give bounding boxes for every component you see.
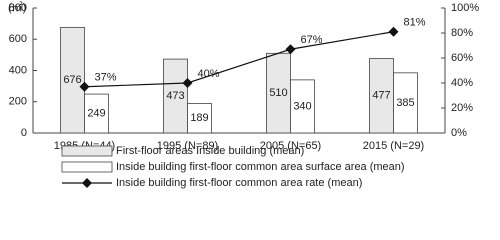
y2-tick-label: 0%: [451, 127, 467, 139]
line: [84, 31, 394, 88]
legend-label: Inside building first-floor common area …: [116, 177, 362, 189]
x-tick-label: 2015 (N=29): [363, 140, 424, 152]
bar: [187, 103, 212, 134]
legend-label: Inside building first-floor common area …: [116, 161, 405, 173]
y-tick-label: 600: [9, 33, 27, 45]
bar: [266, 52, 291, 134]
legend-swatch: [61, 161, 113, 173]
line-value-label: 81%: [404, 17, 426, 29]
chart: (㎡) 02004006008000%20%40%60%80%100%1985 …: [8, 1, 479, 189]
bar-value-label: 385: [396, 97, 414, 109]
bar-value-label: 189: [190, 112, 208, 124]
y2-tick-label: 80%: [451, 27, 473, 39]
bar-value-label: 249: [87, 107, 105, 119]
unit-label: (㎡): [8, 1, 26, 14]
x-tick-label: 2005 (N=65): [260, 140, 321, 152]
line-value-label: 40%: [198, 68, 220, 80]
legend-label: First-floor areas Inside building (mean): [116, 145, 304, 157]
bar: [60, 26, 85, 134]
bar-value-label: 477: [372, 90, 390, 102]
y-tick-label: 400: [9, 64, 27, 76]
y2-tick-label: 60%: [451, 52, 473, 64]
line-value-label: 67%: [301, 34, 323, 46]
legend-marker: [82, 178, 92, 188]
line-value-label: 37%: [95, 72, 117, 84]
y-tick-label: 200: [9, 96, 27, 108]
bar: [290, 79, 315, 134]
legend-swatch: [61, 145, 113, 157]
x-tick-label: 1995 (N=89): [157, 140, 218, 152]
bar-value-label: 676: [63, 74, 81, 86]
bar-value-label: 340: [293, 100, 311, 112]
y2-tick-label: 100%: [451, 2, 479, 14]
bar: [369, 58, 394, 134]
y2-tick-label: 20%: [451, 102, 473, 114]
line-marker: [79, 81, 90, 92]
bar-value-label: 473: [166, 90, 184, 102]
line-marker: [285, 44, 296, 55]
bar: [163, 58, 188, 134]
bar: [393, 72, 418, 134]
y-tick-label: 800: [9, 2, 27, 14]
bar: [84, 93, 109, 134]
y2-tick-label: 40%: [451, 77, 473, 89]
line-marker: [182, 78, 193, 88]
y-tick-label: 0: [21, 127, 27, 139]
line-marker: [388, 26, 399, 37]
bar-value-label: 510: [269, 87, 287, 99]
